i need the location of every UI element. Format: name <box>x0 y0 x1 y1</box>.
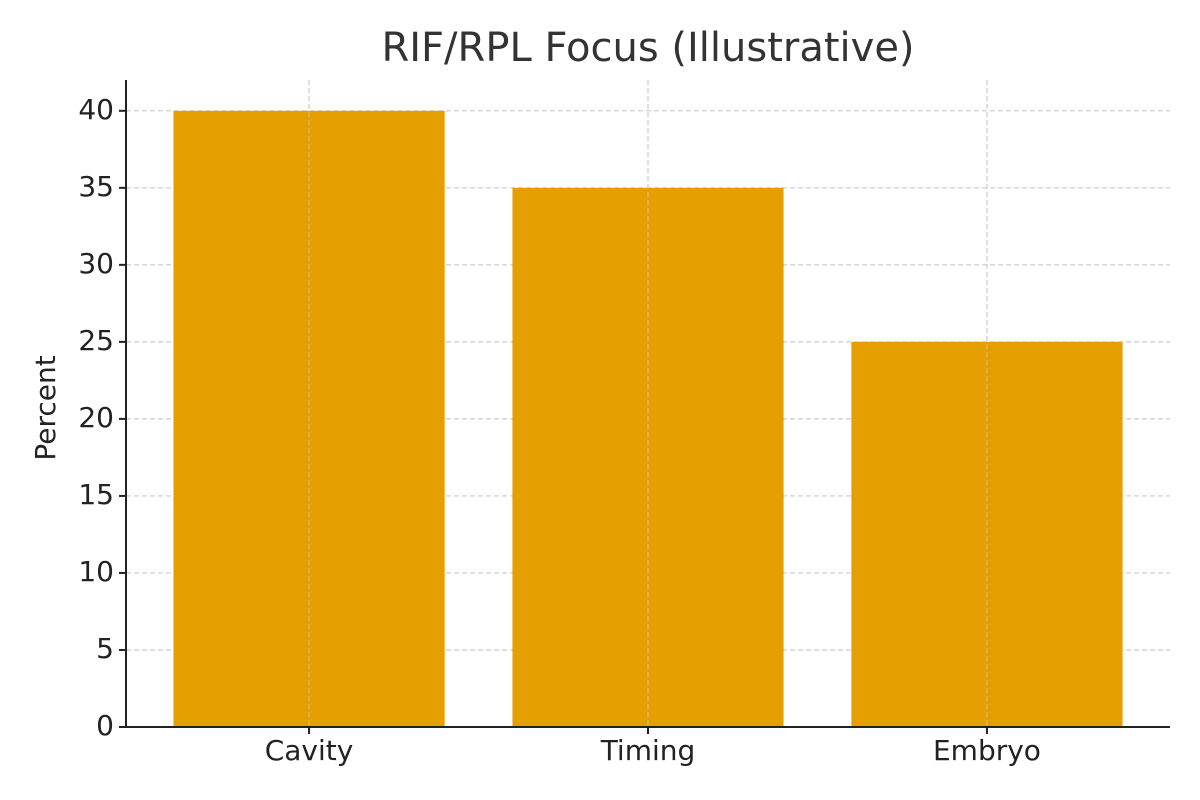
y-tick-label: 0 <box>96 709 114 742</box>
y-tick-label: 35 <box>78 170 114 203</box>
chart-title: RIF/RPL Focus (Illustrative) <box>381 25 914 71</box>
y-axis-label: Percent <box>29 355 62 460</box>
y-tick-label: 25 <box>78 324 114 357</box>
y-tick-label: 15 <box>78 478 114 511</box>
x-tick-label: Cavity <box>265 734 354 767</box>
y-tick-label: 10 <box>78 555 114 588</box>
y-tick-label: 30 <box>78 247 114 280</box>
y-tick-label: 20 <box>78 401 114 434</box>
x-tick-label: Embryo <box>933 734 1041 767</box>
bar <box>851 341 1123 727</box>
y-tick-label: 5 <box>96 632 114 665</box>
x-tick-label: Timing <box>600 734 696 767</box>
y-tick-label: 40 <box>78 93 114 126</box>
